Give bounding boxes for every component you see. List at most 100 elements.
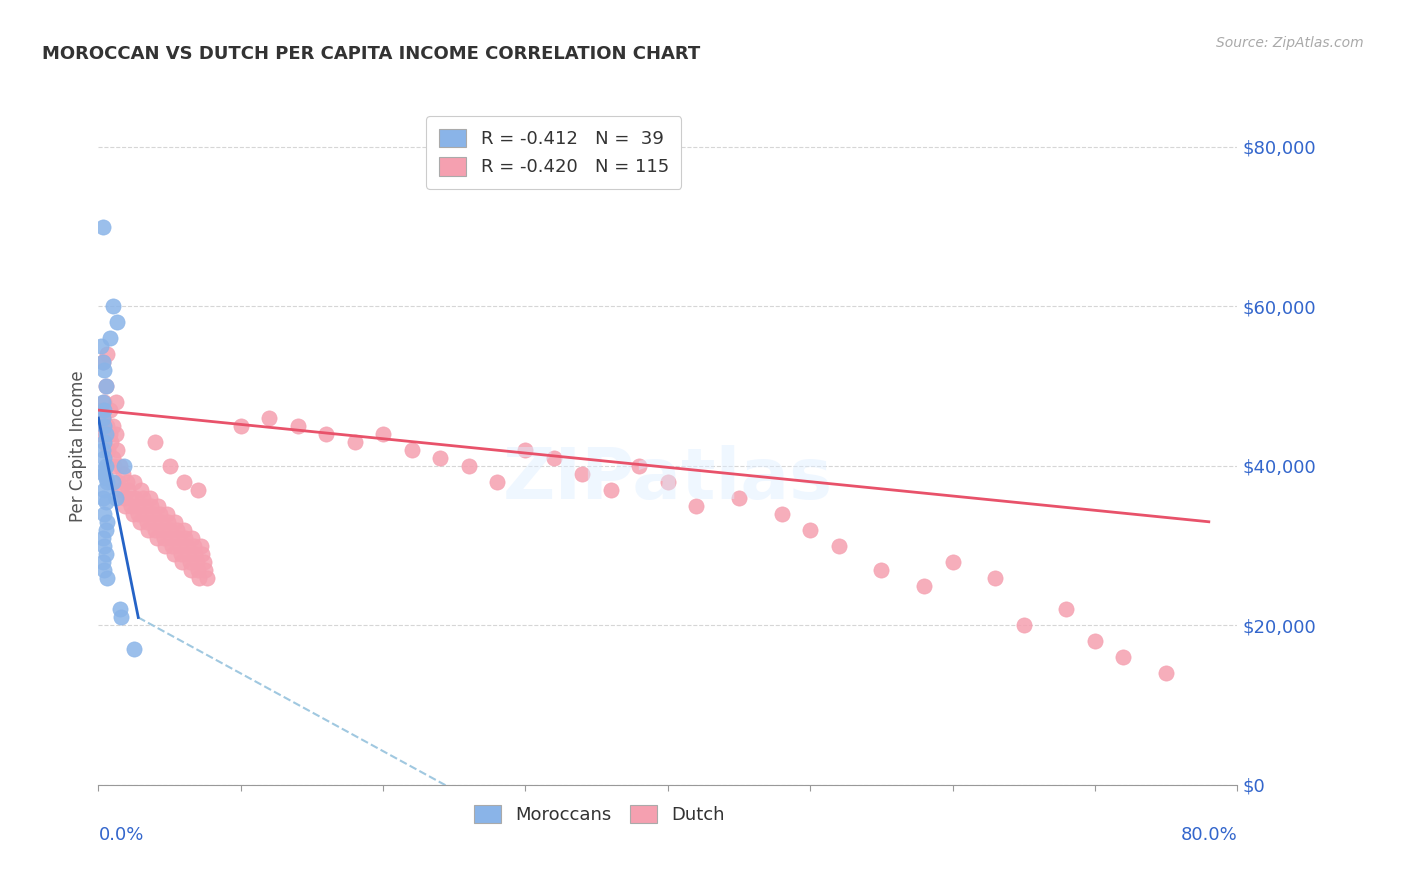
Y-axis label: Per Capita Income: Per Capita Income: [69, 370, 87, 522]
Point: [145, 523, 167, 537]
Point: [108, 458, 131, 473]
Point: [184, 547, 207, 561]
Point: [194, 563, 217, 577]
Point: [1112, 650, 1135, 665]
Point: [728, 491, 751, 505]
Point: [93, 507, 115, 521]
Text: 80.0%: 80.0%: [1181, 826, 1237, 844]
Point: [543, 450, 565, 465]
Point: [134, 507, 156, 521]
Point: [124, 491, 146, 505]
Point: [169, 539, 191, 553]
Point: [118, 491, 141, 505]
Point: [91, 442, 114, 457]
Point: [145, 435, 167, 450]
Point: [600, 483, 623, 497]
Point: [91, 219, 114, 234]
Point: [129, 483, 152, 497]
Point: [101, 475, 124, 489]
Point: [1012, 618, 1035, 632]
Point: [156, 507, 179, 521]
Point: [190, 539, 212, 553]
Point: [104, 491, 127, 505]
Point: [104, 395, 127, 409]
Point: [107, 475, 129, 489]
Point: [91, 555, 114, 569]
Point: [93, 419, 115, 434]
Point: [183, 539, 205, 553]
Point: [152, 523, 174, 537]
Point: [139, 499, 162, 513]
Point: [94, 495, 117, 509]
Point: [984, 571, 1007, 585]
Point: [131, 491, 153, 505]
Point: [191, 547, 214, 561]
Point: [93, 483, 115, 497]
Point: [136, 523, 159, 537]
Point: [93, 539, 115, 553]
Text: ZIPatlas: ZIPatlas: [503, 445, 832, 515]
Point: [153, 531, 176, 545]
Point: [125, 499, 148, 513]
Point: [93, 467, 115, 481]
Point: [89, 427, 111, 442]
Point: [100, 435, 122, 450]
Point: [94, 523, 117, 537]
Point: [942, 555, 965, 569]
Point: [91, 355, 114, 369]
Text: Source: ZipAtlas.com: Source: ZipAtlas.com: [1216, 36, 1364, 50]
Point: [160, 531, 183, 545]
Point: [180, 563, 202, 577]
Point: [117, 483, 139, 497]
Point: [105, 315, 128, 329]
Point: [457, 458, 479, 473]
Point: [193, 555, 215, 569]
Point: [91, 463, 114, 477]
Point: [138, 491, 160, 505]
Point: [108, 602, 131, 616]
Point: [96, 347, 118, 361]
Point: [122, 642, 145, 657]
Point: [121, 507, 143, 521]
Point: [120, 499, 142, 513]
Point: [91, 355, 114, 369]
Point: [112, 491, 135, 505]
Point: [401, 442, 423, 457]
Point: [94, 379, 117, 393]
Point: [150, 515, 173, 529]
Point: [187, 483, 209, 497]
Text: 0.0%: 0.0%: [98, 826, 143, 844]
Point: [770, 507, 793, 521]
Point: [93, 403, 115, 417]
Point: [315, 427, 337, 442]
Point: [132, 499, 155, 513]
Point: [98, 331, 121, 345]
Point: [186, 555, 208, 569]
Point: [94, 458, 117, 473]
Point: [188, 571, 211, 585]
Point: [96, 515, 118, 529]
Point: [96, 571, 118, 585]
Point: [94, 547, 117, 561]
Point: [157, 515, 180, 529]
Point: [181, 531, 204, 545]
Point: [628, 458, 651, 473]
Point: [159, 523, 181, 537]
Point: [165, 515, 187, 529]
Point: [122, 475, 145, 489]
Point: [167, 531, 190, 545]
Point: [229, 419, 252, 434]
Point: [94, 379, 117, 393]
Point: [103, 458, 125, 473]
Point: [177, 547, 200, 561]
Point: [259, 411, 281, 425]
Point: [163, 547, 186, 561]
Point: [104, 427, 127, 442]
Point: [912, 578, 935, 592]
Point: [486, 475, 509, 489]
Point: [91, 411, 114, 425]
Point: [515, 442, 537, 457]
Point: [93, 395, 115, 409]
Point: [96, 475, 118, 489]
Point: [148, 499, 170, 513]
